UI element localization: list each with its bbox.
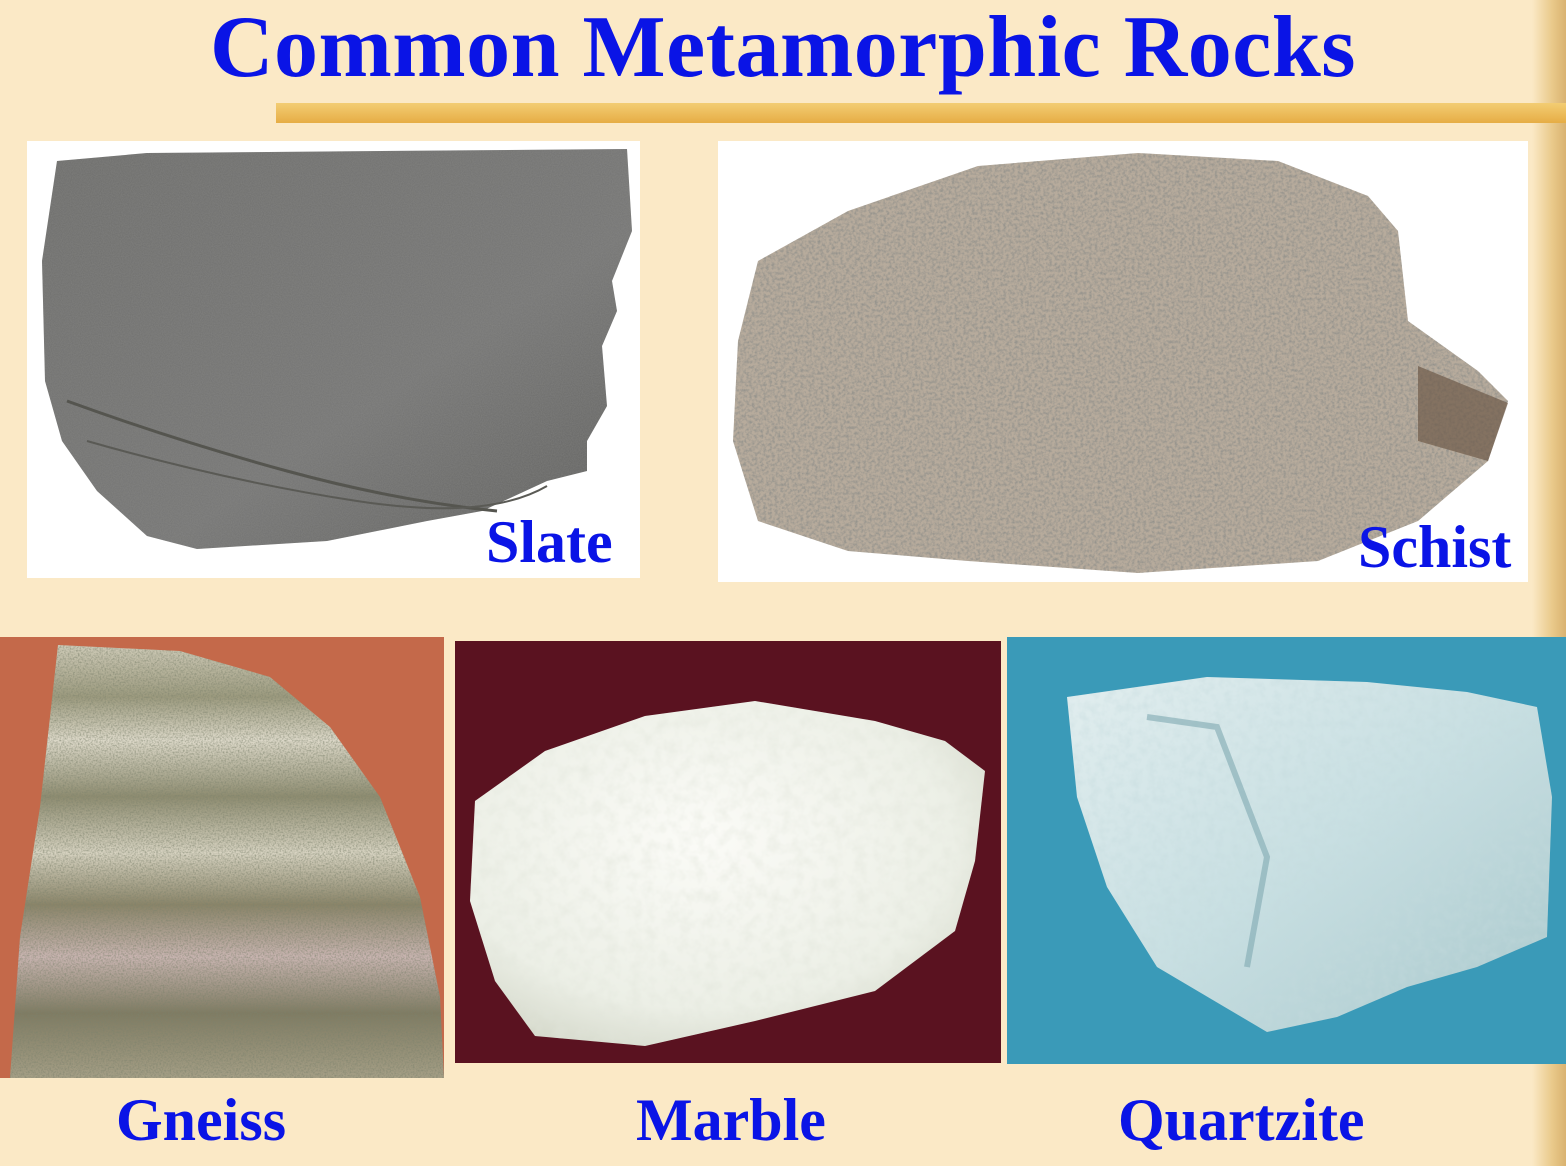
slide-title: Common Metamorphic Rocks: [209, 0, 1357, 96]
quartzite-photo: [1007, 637, 1566, 1064]
gneiss-photo: [0, 637, 444, 1078]
rock-label-gneiss: Gneiss: [116, 1087, 287, 1153]
rock-label-slate: Slate: [486, 509, 613, 575]
marble-photo: [455, 641, 1001, 1063]
slate-photo: [27, 141, 640, 578]
title-underline-bar: [276, 103, 1566, 123]
rock-label-marble: Marble: [636, 1087, 826, 1153]
schist-photo: [718, 141, 1528, 582]
rock-label-schist: Schist: [1358, 514, 1512, 580]
rock-label-quartzite: Quartzite: [1118, 1087, 1365, 1153]
